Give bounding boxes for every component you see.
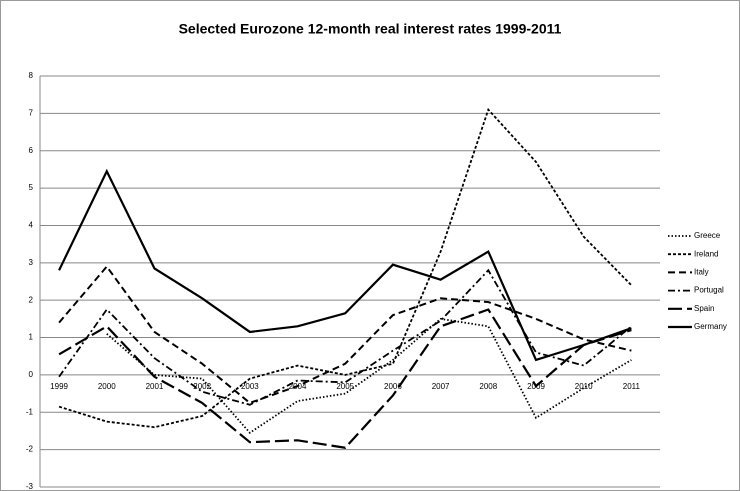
legend-label: Spain bbox=[694, 304, 714, 313]
x-tick-label: 1999 bbox=[50, 382, 68, 391]
x-tick-label: 2003 bbox=[241, 382, 259, 391]
y-tick-label: 7 bbox=[29, 108, 34, 117]
y-tick-label: 2 bbox=[29, 295, 34, 304]
legend-label: Germany bbox=[694, 322, 727, 331]
x-tick-label: 2005 bbox=[336, 382, 354, 391]
x-tick-label: 2000 bbox=[98, 382, 116, 391]
y-tick-label: -3 bbox=[26, 482, 34, 491]
series-line bbox=[58, 308, 632, 449]
series-line bbox=[58, 268, 632, 406]
legend-label: Ireland bbox=[694, 249, 718, 258]
legend-label: Greece bbox=[694, 231, 721, 240]
series-line bbox=[106, 317, 632, 435]
legend-label: Portugal bbox=[694, 286, 724, 295]
series-line bbox=[58, 107, 633, 429]
chart-title: Selected Eurozone 12-month real interest… bbox=[179, 21, 562, 37]
y-tick-label: 3 bbox=[29, 258, 34, 267]
y-tick-label: -1 bbox=[26, 407, 34, 416]
y-tick-label: 4 bbox=[29, 221, 34, 230]
series-line bbox=[58, 264, 632, 405]
y-tick-label: 6 bbox=[29, 146, 34, 155]
legend-label: Italy bbox=[694, 268, 709, 277]
y-tick-label: 1 bbox=[29, 333, 34, 342]
y-tick-label: 5 bbox=[29, 183, 34, 192]
x-tick-label: 2011 bbox=[623, 382, 641, 391]
x-tick-label: 2001 bbox=[146, 382, 164, 391]
y-tick-label: -2 bbox=[26, 445, 34, 454]
x-tick-label: 2007 bbox=[432, 382, 450, 391]
x-tick-label: 2006 bbox=[384, 382, 402, 391]
x-tick-label: 2008 bbox=[479, 382, 497, 391]
y-tick-label: 8 bbox=[29, 71, 34, 80]
x-tick-label: 2010 bbox=[575, 382, 593, 391]
y-tick-label: 0 bbox=[29, 370, 34, 379]
x-tick-label: 2002 bbox=[193, 382, 211, 391]
series-line bbox=[58, 168, 632, 362]
